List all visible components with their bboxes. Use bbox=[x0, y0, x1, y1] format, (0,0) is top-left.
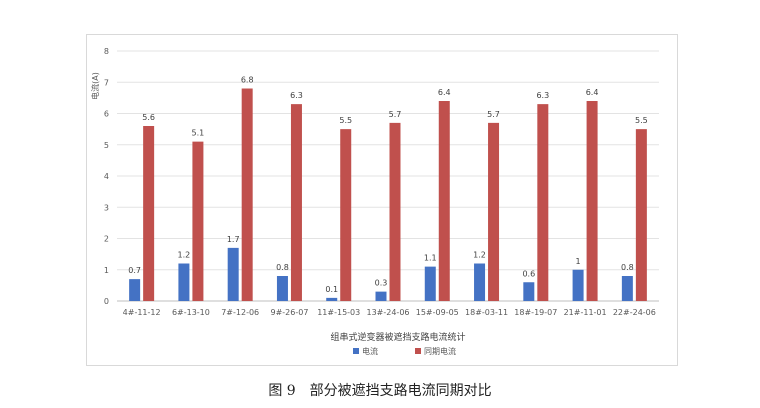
bar-reference bbox=[192, 141, 204, 301]
y-axis-ticks: 0 1 2 3 4 5 6 7 8 bbox=[104, 47, 109, 306]
data-label: 1.2 bbox=[178, 251, 191, 260]
data-label: 1 bbox=[576, 257, 581, 266]
bar-reference bbox=[537, 104, 549, 301]
bar-reference bbox=[389, 122, 401, 301]
legend-swatch bbox=[415, 348, 421, 354]
x-axis-ticks: 4#-11-12 6#-13-10 7#-12-06 9#-26-07 11#-15-0… bbox=[123, 308, 656, 317]
bar-current bbox=[474, 263, 486, 301]
y-tick-label: 6 bbox=[104, 110, 109, 119]
bar-current bbox=[375, 291, 387, 301]
bar-current bbox=[227, 247, 239, 301]
x-tick-label: 18#-03-11 bbox=[465, 308, 508, 317]
bar-current bbox=[276, 276, 288, 301]
bar-current bbox=[424, 266, 436, 301]
data-label: 0.3 bbox=[375, 279, 388, 288]
gridlines bbox=[117, 50, 659, 302]
bar-reference bbox=[290, 104, 302, 301]
legend-label: 电流 bbox=[362, 346, 378, 356]
data-label: 6.4 bbox=[438, 88, 451, 97]
x-tick-label: 7#-12-06 bbox=[221, 308, 259, 317]
bar-reference bbox=[438, 101, 450, 301]
bar-reference bbox=[488, 122, 500, 301]
bars: 0.7 5.6 1.2 5.1 1.7 6.8 0.8 6.3 0.1 5.5 0.3 5.7 1.1 6… bbox=[128, 76, 648, 301]
y-tick-label: 0 bbox=[104, 297, 109, 306]
y-tick-label: 4 bbox=[104, 172, 109, 181]
data-label: 6.4 bbox=[586, 88, 599, 97]
x-tick-label: 6#-13-10 bbox=[172, 308, 210, 317]
x-tick-label: 22#-24-06 bbox=[613, 308, 656, 317]
data-label: 5.5 bbox=[339, 116, 352, 125]
y-tick-label: 8 bbox=[104, 47, 109, 56]
y-tick-label: 1 bbox=[104, 266, 109, 275]
data-label: 5.6 bbox=[142, 113, 155, 122]
x-tick-label: 18#-19-07 bbox=[514, 308, 557, 317]
x-tick-label: 15#-09-05 bbox=[416, 308, 459, 317]
x-axis-label: 组串式逆变器被遮挡支路电流统计 bbox=[330, 331, 465, 343]
data-label: 1.1 bbox=[424, 254, 437, 263]
bar-current bbox=[326, 297, 338, 301]
x-tick-label: 4#-11-12 bbox=[123, 308, 161, 317]
legend-swatch bbox=[353, 348, 359, 354]
x-tick-label: 9#-26-07 bbox=[270, 308, 308, 317]
data-label: 5.5 bbox=[635, 116, 648, 125]
bar-current bbox=[621, 276, 633, 301]
data-label: 0.8 bbox=[276, 263, 289, 272]
legend: 电流 同期电流 bbox=[353, 346, 456, 356]
bar-reference bbox=[635, 129, 647, 301]
data-label: 5.7 bbox=[487, 110, 500, 119]
data-label: 0.8 bbox=[621, 263, 634, 272]
data-label: 0.6 bbox=[522, 269, 535, 278]
data-label: 0.7 bbox=[128, 266, 141, 275]
data-label: 6.3 bbox=[290, 91, 303, 100]
bar-current bbox=[523, 282, 535, 301]
bar-current bbox=[129, 279, 141, 301]
data-label: 0.1 bbox=[325, 285, 338, 294]
bar-reference bbox=[586, 101, 598, 301]
y-tick-label: 3 bbox=[104, 203, 109, 212]
y-tick-label: 5 bbox=[104, 141, 109, 150]
y-tick-label: 7 bbox=[104, 78, 109, 87]
data-label: 6.3 bbox=[536, 91, 549, 100]
bar-chart: 0 1 2 3 4 5 6 7 8 电流(A) 0.7 5.6 1.2 5.1 1.7 6.8 0.8 6.3… bbox=[90, 47, 659, 356]
data-label: 6.8 bbox=[241, 76, 254, 85]
x-tick-label: 13#-24-06 bbox=[366, 308, 409, 317]
data-label: 1.7 bbox=[227, 235, 240, 244]
bar-reference bbox=[340, 129, 352, 301]
y-tick-label: 2 bbox=[104, 235, 109, 244]
legend-label: 同期电流 bbox=[424, 346, 456, 356]
y-axis-label: 电流(A) bbox=[90, 72, 100, 100]
bar-current bbox=[178, 263, 190, 301]
data-label: 1.2 bbox=[473, 251, 486, 260]
data-label: 5.7 bbox=[389, 110, 402, 119]
data-label: 5.1 bbox=[192, 129, 205, 138]
bar-current bbox=[572, 269, 584, 301]
bar-reference bbox=[143, 126, 155, 301]
chart-frame: 0 1 2 3 4 5 6 7 8 电流(A) 0.7 5.6 1.2 5.1 1.7 6.8 0.8 6.3… bbox=[86, 34, 678, 366]
x-tick-label: 11#-15-03 bbox=[317, 308, 360, 317]
bar-reference bbox=[241, 88, 253, 301]
x-tick-label: 21#-11-01 bbox=[564, 308, 607, 317]
figure-caption: 图 9 部分被遮挡支路电流同期对比 bbox=[268, 383, 492, 399]
